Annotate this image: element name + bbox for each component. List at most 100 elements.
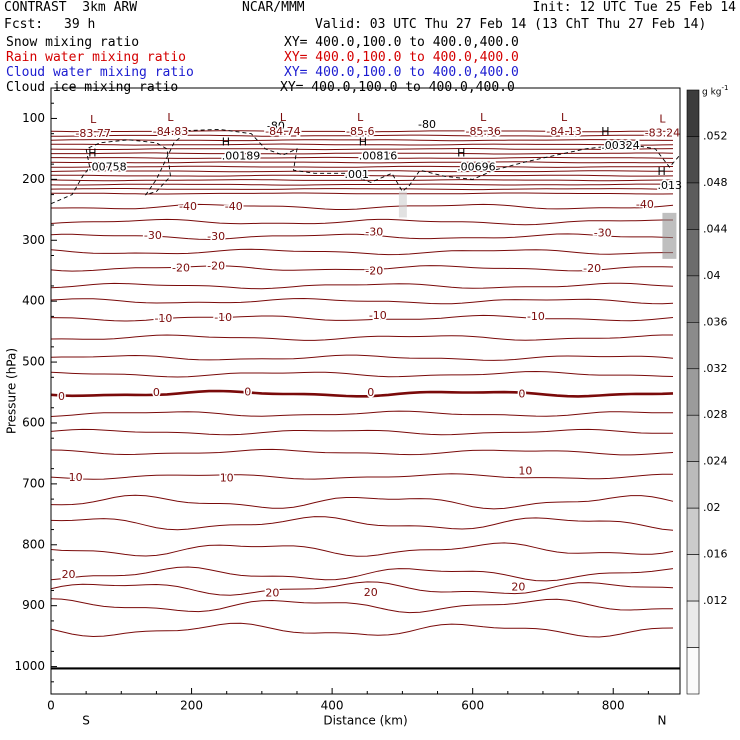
isotherm-line [50, 581, 674, 596]
colorbar-tick-label: .016 [703, 548, 728, 561]
colorbar-bin [686, 89, 700, 137]
colorbar-bin [686, 275, 700, 323]
isotherm-label: 0 [367, 386, 374, 399]
plot-frame [50, 87, 681, 695]
high-center-marker: H [457, 147, 465, 160]
colorbar-tick-label: .036 [703, 315, 728, 328]
high-center-marker: H [88, 147, 96, 160]
isotherm-label: -30 [144, 229, 162, 242]
low-center-value: -84.13 [546, 125, 581, 138]
isotherm-label: -20 [365, 264, 383, 277]
isotherm-line [51, 156, 674, 159]
tropopause-label: -80 [267, 119, 285, 132]
isotherm-line [50, 161, 674, 164]
high-center-value: .00758 [88, 161, 127, 174]
high-center-value: .00816 [359, 150, 398, 163]
isotherm-line [50, 265, 674, 272]
field-name-cloud-water: Cloud water mixing ratio [6, 65, 194, 80]
isotherm-line [50, 370, 674, 378]
y-axis-label: Pressure (hPa) [5, 348, 19, 434]
high-center-marker: H [222, 136, 230, 149]
colorbar-bin [686, 461, 700, 509]
colorbar-tick-label: .04 [703, 269, 721, 282]
x-tick-label: 800 [602, 699, 625, 713]
y-tick-label: 500 [22, 355, 45, 369]
colorbar-tick-label: .048 [703, 176, 728, 189]
colorbar-bin [686, 136, 700, 184]
isotherm-label: 20 [364, 586, 378, 599]
colorbar-bin [686, 182, 700, 230]
organization-label: NCAR/MMM [242, 0, 305, 15]
isotherm-line [50, 314, 674, 322]
isotherm-label: -40 [225, 200, 243, 213]
forecast-hour-label: Fcst: [4, 17, 44, 32]
y-tick-label: 1000 [14, 659, 45, 673]
colorbar-bin [686, 322, 700, 370]
south-end-label: S [82, 714, 90, 728]
isotherm-label: -10 [214, 311, 232, 324]
high-center-marker: H [657, 165, 665, 178]
y-tick-label: 300 [22, 233, 45, 247]
field-xsection-rain: XY= 400.0,100.0 to 400.0,400.0 [284, 50, 519, 65]
isotherm-line [51, 152, 674, 155]
x-tick-label: 400 [321, 699, 344, 713]
forecast-hour-value: 39 h [64, 17, 96, 32]
isotherm-line [50, 428, 674, 436]
colorbar-unit-label: g kg-1 [702, 84, 728, 98]
high-center-value: .00324 [601, 139, 640, 152]
low-center-marker: L [480, 111, 487, 124]
low-center-value: -83.24 [645, 126, 680, 139]
isotherm-label: -10 [154, 312, 172, 325]
valid-time: Valid: 03 UTC Thu 27 Feb 14 (13 ChT Thu … [315, 17, 707, 32]
x-tick-label: 200 [180, 699, 203, 713]
isotherm-line [50, 566, 674, 582]
model-title: CONTRAST 3km ARW [4, 0, 138, 15]
colorbar-bin [686, 414, 700, 462]
isotherm-label: -30 [207, 230, 225, 243]
isotherm-group [50, 130, 674, 638]
isotherm-line [50, 622, 674, 638]
y-tick-label: 800 [22, 537, 45, 551]
isotherm-line [50, 297, 674, 305]
isotherm-line [50, 494, 674, 510]
isotherm-label: -20 [207, 259, 225, 272]
colorbar-tick-label: .052 [703, 129, 728, 142]
colorbar-tick-label: .024 [703, 455, 728, 468]
isotherm-label: 0 [153, 386, 160, 399]
low-center-value: -85.6 [346, 125, 374, 138]
x-tick-label: 600 [461, 699, 484, 713]
isotherm-line [50, 516, 674, 531]
isotherm-line [50, 148, 674, 151]
low-center-value: -85.36 [465, 125, 500, 138]
high-center-marker: H [359, 136, 367, 149]
isotherm-line [50, 542, 674, 557]
y-tick-label: 400 [22, 294, 45, 308]
isotherm-label: 10 [220, 471, 234, 484]
high-center-marker: H [601, 125, 609, 138]
isotherm-label: 0 [518, 387, 525, 400]
isotherm-label: -40 [179, 200, 197, 213]
isotherm-label: 10 [69, 471, 83, 484]
isotherm-line [50, 598, 674, 614]
isotherm-line [50, 139, 673, 142]
colorbar-tick-label: .032 [703, 362, 728, 375]
isotherm-line [50, 183, 674, 186]
colorbar-bin [686, 600, 700, 648]
y-tick-label: 200 [22, 172, 45, 186]
isotherm-label: -10 [527, 310, 545, 323]
field-name-rain: Rain water mixing ratio [6, 50, 187, 65]
isotherm-label: -30 [594, 227, 612, 240]
isotherm-line [50, 473, 673, 480]
low-center-marker: L [659, 112, 666, 125]
isotherm-line [50, 354, 674, 361]
colorbar-bin [686, 554, 700, 602]
snow-shading-patch [662, 212, 677, 259]
field-name-snow: Snow mixing ratio [6, 35, 140, 50]
field-xsection-cloud-water: XY= 400.0,100.0 to 400.0,400.0 [284, 65, 519, 80]
isotherm-line [51, 174, 674, 177]
isotherm-label: -20 [172, 261, 190, 274]
low-center-marker: L [90, 113, 97, 126]
colorbar-tick-label: .028 [703, 408, 728, 421]
high-center-value: .00189 [222, 150, 261, 163]
low-center-marker: L [561, 111, 568, 124]
